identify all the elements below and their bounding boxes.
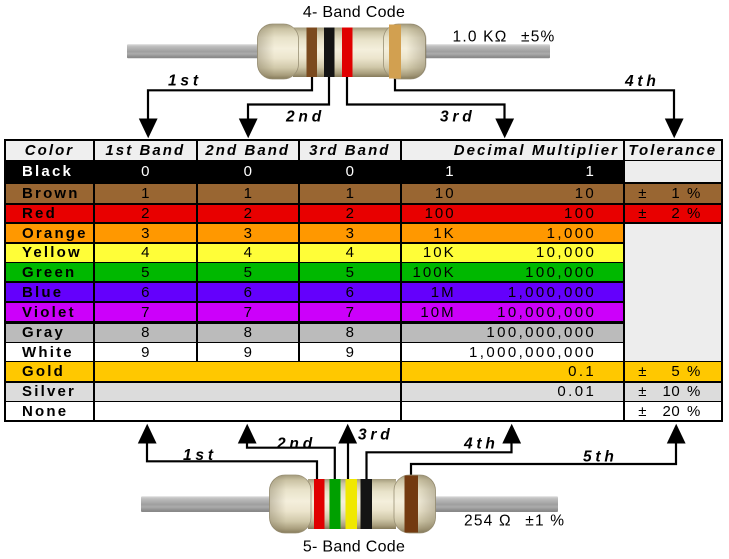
svg-text:2nd: 2nd: [276, 435, 316, 452]
svg-text:1st: 1st: [183, 447, 217, 464]
svg-text:5- Band Code: 5- Band Code: [303, 539, 405, 556]
svg-text:1.0 KΩ ±5%: 1.0 KΩ ±5%: [453, 29, 556, 46]
svg-text:3rd: 3rd: [358, 427, 394, 444]
svg-text:1st: 1st: [168, 73, 202, 90]
svg-text:4- Band Code: 4- Band Code: [303, 4, 405, 21]
svg-text:5th: 5th: [583, 449, 618, 466]
svg-text:4th: 4th: [463, 435, 499, 452]
svg-text:4th: 4th: [624, 73, 660, 90]
svg-text:254 Ω ±1 %: 254 Ω ±1 %: [464, 513, 565, 530]
svg-text:2nd: 2nd: [285, 109, 325, 126]
svg-text:3rd: 3rd: [440, 109, 476, 126]
